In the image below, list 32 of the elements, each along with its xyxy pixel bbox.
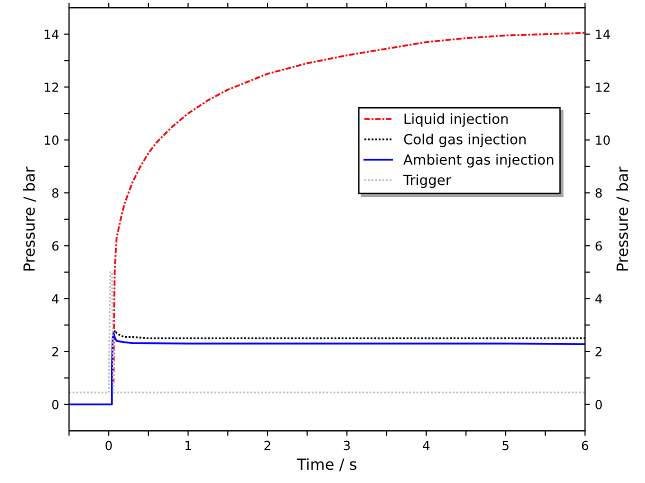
y2-tick-label: 2	[596, 346, 602, 356]
y-tick-label: 0	[52, 400, 58, 410]
line-series	[69, 332, 586, 406]
y-axis-title: Pressure / bar	[23, 166, 36, 270]
x-tick-label: 6	[582, 440, 588, 450]
x-tick-label: 3	[344, 440, 350, 450]
x-axis-title: Time / s	[296, 458, 356, 472]
y2-tick-label: 6	[596, 241, 602, 251]
x-tick-label: 1	[185, 440, 191, 450]
legend-label: Cold gas injection	[404, 134, 526, 148]
y-tick-label: 4	[52, 294, 59, 304]
y2-tick-label: 14	[596, 30, 610, 39]
y-tick-label: 12	[44, 82, 58, 92]
legend-label: Ambient gas injection	[403, 154, 554, 168]
y-tick-label: 14	[44, 30, 59, 39]
legend-label: Trigger	[403, 174, 452, 188]
y-tick-label: 2	[52, 346, 58, 356]
x-tick-label: 4	[422, 440, 430, 450]
y2-tick-label: 12	[596, 82, 610, 92]
x-tick-label: 5	[502, 440, 509, 450]
y2-tick-label: 10	[596, 135, 610, 145]
y2-tick-label: 0	[596, 400, 602, 410]
y-tick-label: 10	[44, 135, 58, 145]
y2-tick-label: 4	[595, 294, 602, 304]
y-tick-label: 6	[52, 241, 59, 251]
y-tick-label: 8	[52, 188, 58, 198]
x-tick-label: 0	[106, 440, 112, 450]
line-series	[112, 32, 586, 384]
x-tick-label: 2	[264, 440, 270, 450]
y2-tick-label: 8	[596, 188, 602, 198]
y2-axis-title: Pressure / bar	[616, 166, 630, 270]
legend-label: Liquid injection	[404, 113, 508, 127]
